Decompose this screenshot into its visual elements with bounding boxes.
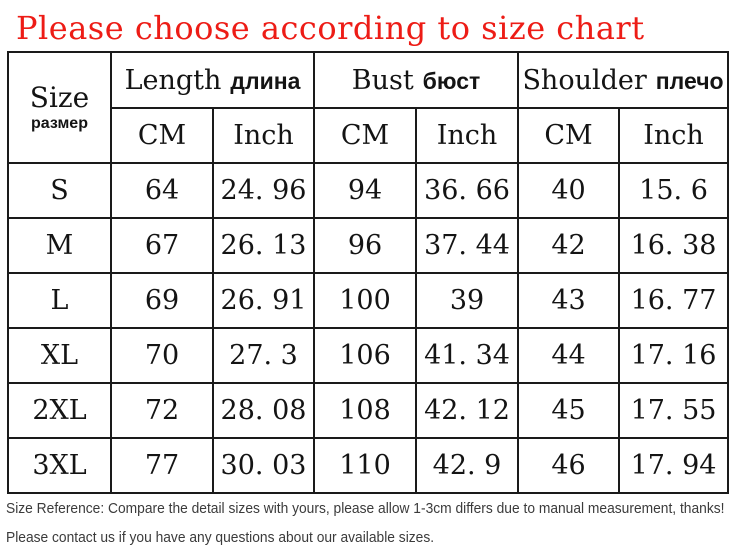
size-header-label-en: Size — [29, 80, 90, 114]
cell-bust-inch: 36. 66 — [414, 162, 520, 219]
cell-length-cm: 72 — [110, 382, 214, 439]
cell-length-cm: 77 — [110, 437, 214, 494]
unit-header-shoulder-cm: CM — [517, 107, 621, 164]
cell-length-inch: 26. 91 — [212, 272, 315, 329]
length-label-en: Length — [124, 64, 222, 96]
cell-length-inch: 26. 13 — [212, 217, 315, 274]
size-reference-note: Size Reference: Compare the detail sizes… — [6, 500, 725, 517]
cell-size: L — [7, 272, 112, 329]
cell-size: M — [7, 217, 112, 274]
cell-shoulder-inch: 17. 16 — [618, 327, 729, 384]
cell-bust-cm: 108 — [313, 382, 417, 439]
cell-length-inch: 27. 3 — [212, 327, 315, 384]
page-title: Please choose according to size chart — [16, 9, 645, 47]
cell-length-inch: 28. 08 — [212, 382, 315, 439]
table-row-s: S 64 24. 96 94 36. 66 40 15. 6 — [7, 162, 729, 219]
header-cell-length: Length длина — [110, 51, 315, 109]
cell-shoulder-inch: 16. 38 — [618, 217, 729, 274]
table-row-m: M 67 26. 13 96 37. 44 42 16. 38 — [7, 217, 729, 274]
cell-bust-inch: 39 — [414, 272, 520, 329]
cell-bust-cm: 94 — [313, 162, 417, 219]
cell-shoulder-inch: 16. 77 — [618, 272, 729, 329]
cell-shoulder-inch: 15. 6 — [618, 162, 729, 219]
cell-size: S — [7, 162, 112, 219]
bust-label-ru: бюст — [422, 67, 481, 94]
length-label-ru: длина — [230, 67, 301, 94]
cell-bust-inch: 37. 44 — [414, 217, 520, 274]
header-cell-bust: Bust бюст — [312, 51, 520, 109]
header-cell-size: Size размер — [7, 51, 112, 164]
cell-length-cm: 64 — [110, 162, 214, 219]
table-row-l: L 69 26. 91 100 39 43 16. 77 — [7, 272, 729, 329]
cell-shoulder-cm: 40 — [517, 162, 621, 219]
size-chart-table: Size размер Length длина Bust бюст Shoulde… — [7, 51, 729, 494]
unit-header-bust-cm: CM — [313, 107, 417, 164]
cell-length-inch: 24. 96 — [212, 162, 315, 219]
cell-length-inch: 30. 03 — [212, 437, 315, 494]
unit-header-bust-inch: Inch — [414, 107, 520, 164]
header-cell-shoulder: Shoulder плечо — [517, 51, 729, 109]
cell-length-cm: 69 — [110, 272, 214, 329]
cell-bust-cm: 96 — [313, 217, 417, 274]
shoulder-label-en: Shoulder — [522, 64, 647, 96]
cell-shoulder-cm: 45 — [517, 382, 621, 439]
cell-shoulder-inch: 17. 94 — [618, 437, 729, 494]
table-body: S 64 24. 96 94 36. 66 40 15. 6 M 67 26. … — [7, 162, 729, 494]
cell-bust-inch: 41. 34 — [414, 327, 520, 384]
cell-length-cm: 70 — [110, 327, 214, 384]
table-header: Size размер Length длина Bust бюст Shoulde… — [7, 51, 729, 164]
cell-length-cm: 67 — [110, 217, 214, 274]
cell-size: 3XL — [7, 437, 112, 494]
table-row-xl: XL 70 27. 3 106 41. 34 44 17. 16 — [7, 327, 729, 384]
size-header-label-ru: размер — [31, 114, 88, 132]
cell-shoulder-cm: 44 — [517, 327, 621, 384]
cell-bust-inch: 42. 9 — [414, 437, 520, 494]
shoulder-label-ru: плечо — [655, 67, 724, 94]
contact-note: Please contact us if you have any questi… — [6, 529, 435, 546]
unit-header-shoulder-inch: Inch — [618, 107, 729, 164]
cell-size: XL — [7, 327, 112, 384]
unit-header-length-inch: Inch — [212, 107, 315, 164]
cell-bust-cm: 106 — [313, 327, 417, 384]
cell-shoulder-inch: 17. 55 — [618, 382, 729, 439]
cell-shoulder-cm: 43 — [517, 272, 621, 329]
unit-header-length-cm: CM — [110, 107, 214, 164]
cell-shoulder-cm: 46 — [517, 437, 621, 494]
table-row-2xl: 2XL 72 28. 08 108 42. 12 45 17. 55 — [7, 382, 729, 439]
cell-shoulder-cm: 42 — [517, 217, 621, 274]
footer-notes: Size Reference: Compare the detail sizes… — [6, 494, 729, 552]
cell-size: 2XL — [7, 382, 112, 439]
bust-label-en: Bust — [351, 64, 414, 96]
cell-bust-inch: 42. 12 — [414, 382, 520, 439]
cell-bust-cm: 110 — [313, 437, 417, 494]
cell-bust-cm: 100 — [313, 272, 417, 329]
table-row-3xl: 3XL 77 30. 03 110 42. 9 46 17. 94 — [7, 437, 729, 494]
